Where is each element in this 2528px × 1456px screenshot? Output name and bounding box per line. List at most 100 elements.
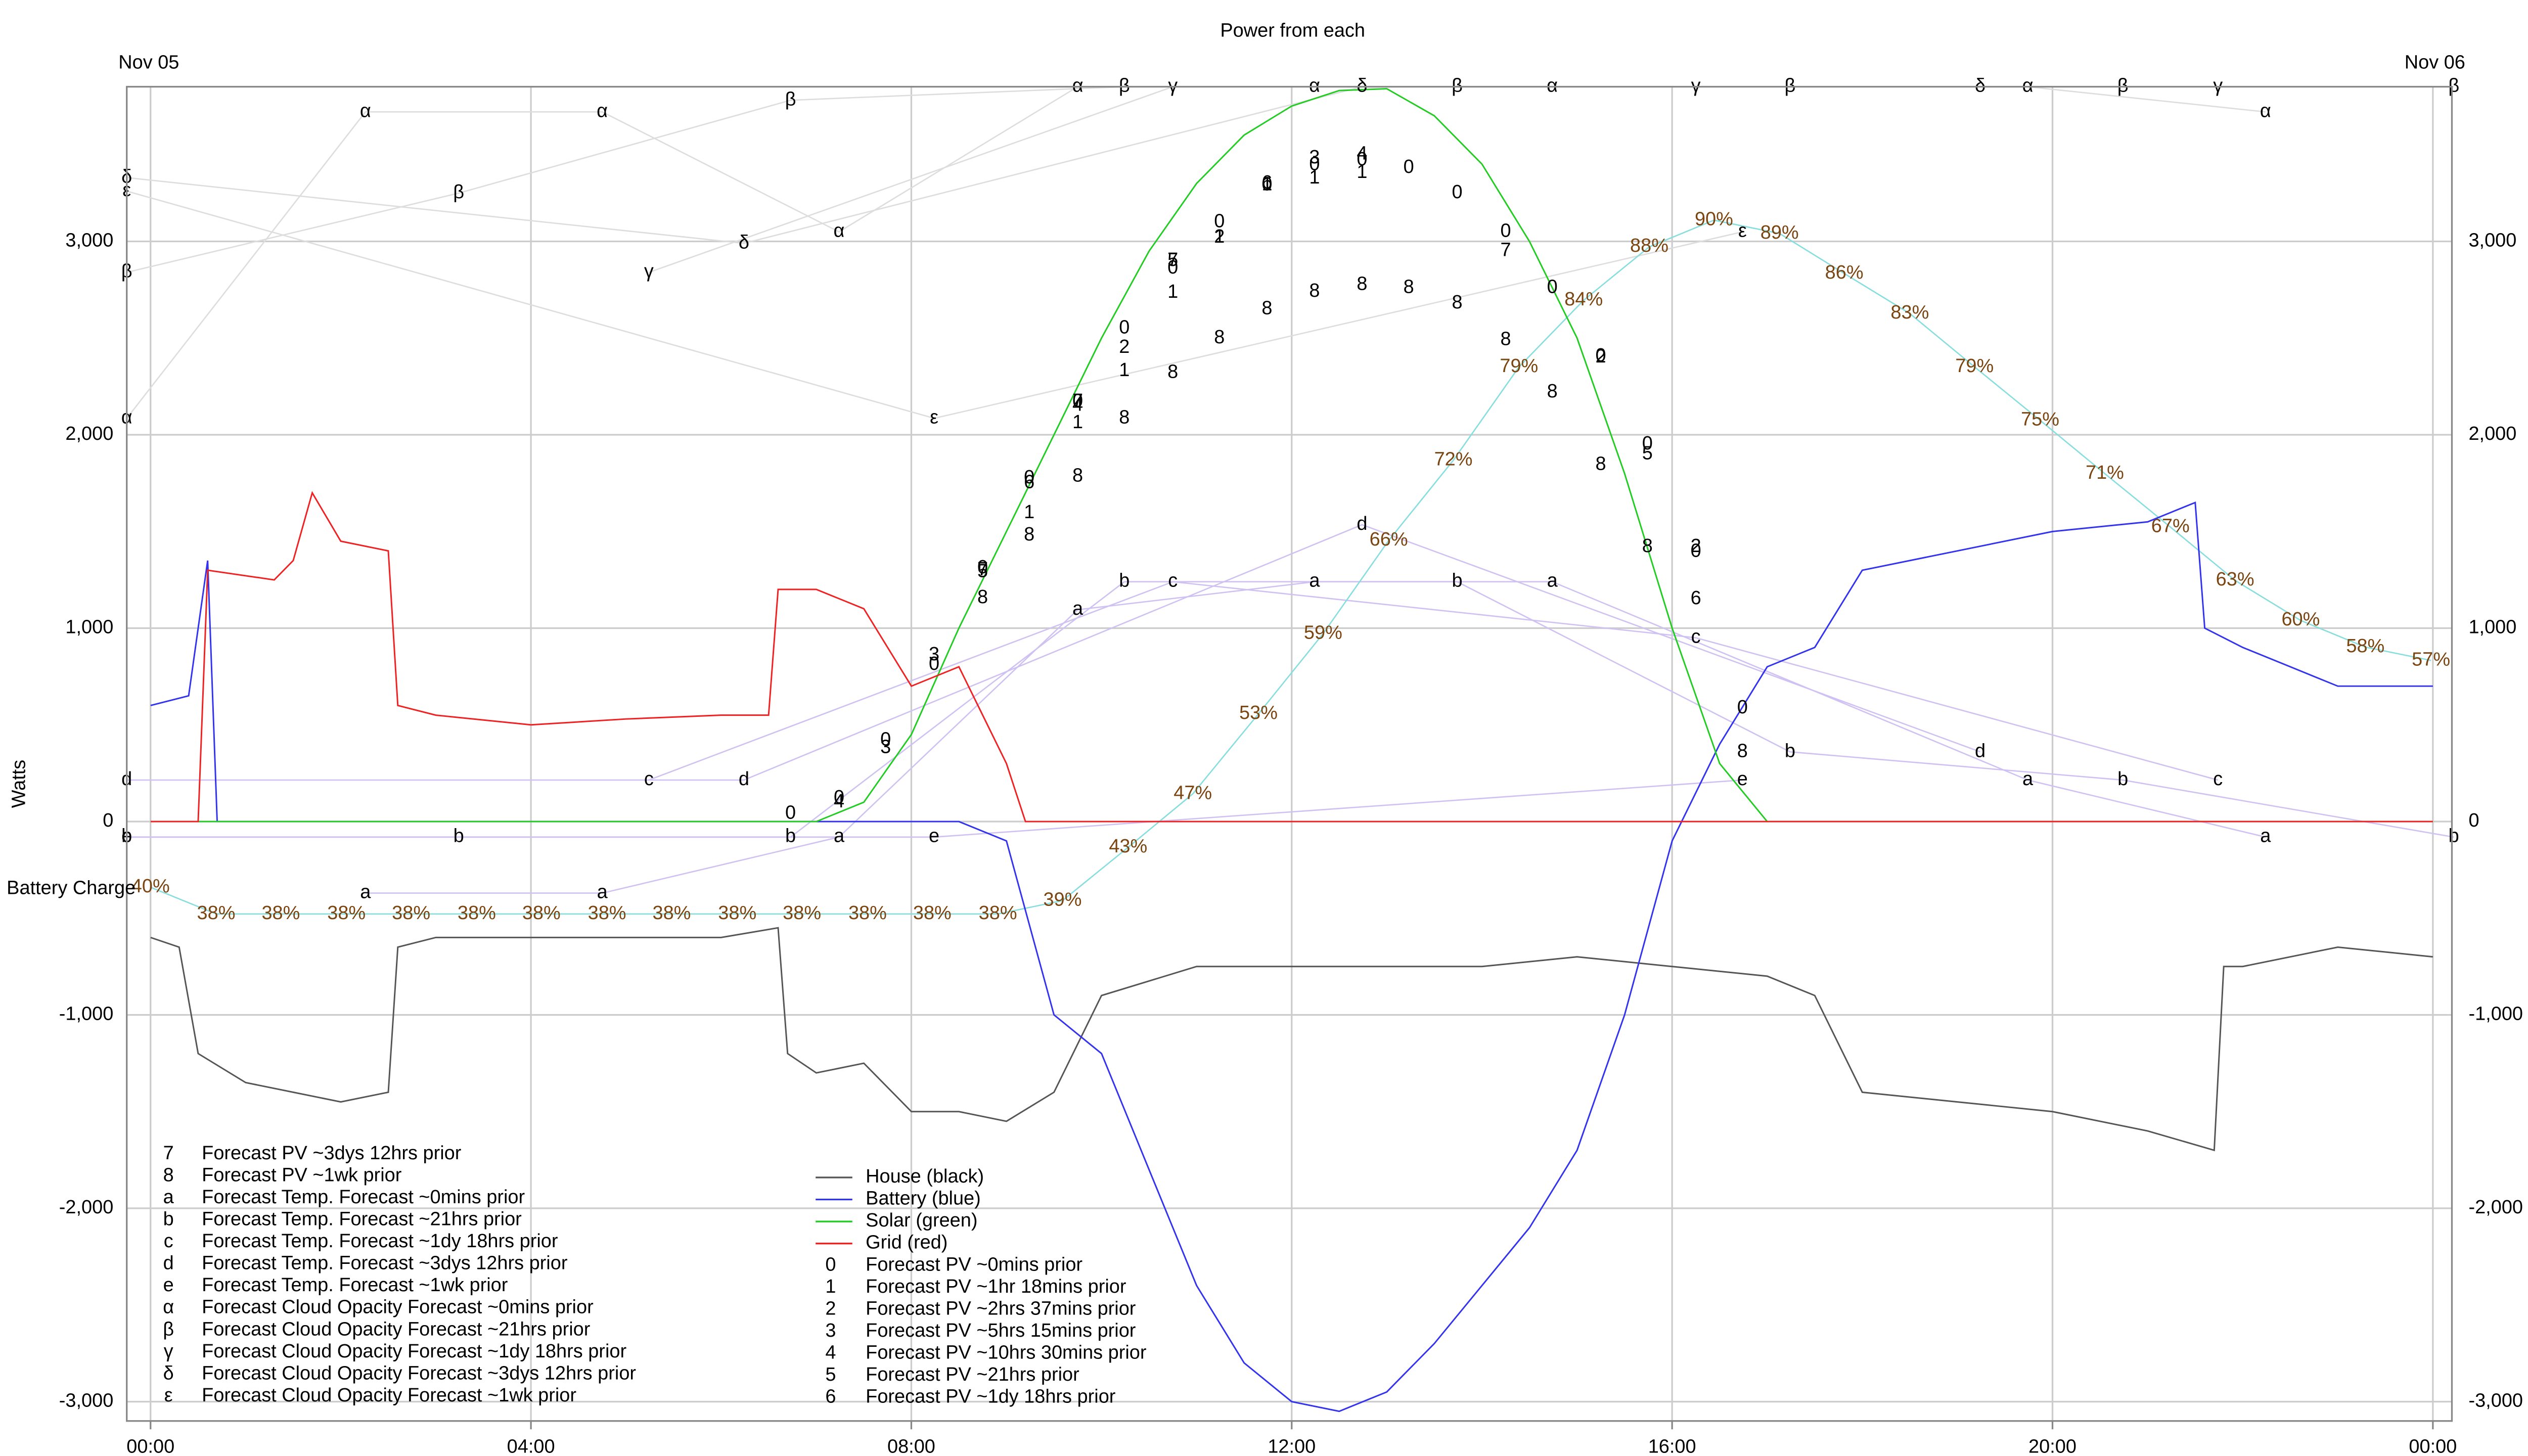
- forecast-marker: 4: [1357, 143, 1367, 164]
- y-tick-label: 0: [103, 810, 113, 831]
- legend-label: Forecast PV ~1dy 18hrs prior: [866, 1386, 1115, 1407]
- charge-label: 60%: [2281, 609, 2320, 630]
- forecast-marker: c: [2213, 768, 2223, 790]
- y-axis-label: Watts: [9, 760, 30, 808]
- forecast-marker: β: [2448, 75, 2459, 97]
- x-tick-label: 08:00: [887, 1436, 935, 1456]
- charge-label: 79%: [1500, 355, 1538, 377]
- forecast-marker: 2: [1119, 336, 1130, 357]
- forecast-marker: 8: [1309, 280, 1320, 301]
- legend-label: Forecast Temp. Forecast ~3dys 12hrs prio…: [202, 1253, 567, 1274]
- forecast-marker: a: [2022, 768, 2034, 790]
- legend-symbol: a: [163, 1187, 174, 1208]
- forecast-marker: α: [2022, 75, 2034, 97]
- forecast-marker: e: [929, 826, 939, 847]
- y-tick-label: -2,000: [2468, 1197, 2523, 1218]
- legend-symbol: α: [163, 1297, 174, 1318]
- forecast-marker: 8: [1737, 740, 1748, 761]
- legend-label: Forecast PV ~3dys 12hrs prior: [202, 1143, 461, 1164]
- forecast-marker: 0: [1357, 149, 1367, 170]
- y-tick-label: 2,000: [65, 423, 113, 444]
- legend-symbol: b: [163, 1209, 174, 1230]
- charge-label: 38%: [392, 902, 430, 924]
- legend-label: Grid (red): [866, 1232, 947, 1253]
- forecast-marker: 8: [977, 586, 988, 608]
- charge-label: 43%: [1109, 836, 1147, 857]
- legend-label: Forecast Temp. Forecast ~1dy 18hrs prior: [202, 1231, 558, 1252]
- forecast-line: [126, 779, 1743, 838]
- charge-label: 38%: [522, 902, 561, 924]
- forecast-marker: 8: [1357, 274, 1367, 295]
- y-tick-label: -3,000: [2468, 1390, 2523, 1411]
- forecast-marker: 1: [1024, 502, 1034, 523]
- forecast-marker: b: [1452, 570, 1463, 592]
- forecast-marker: 8: [1642, 535, 1653, 557]
- forecast-marker: b: [1785, 740, 1795, 761]
- legend-label: Forecast PV ~2hrs 37mins prior: [866, 1298, 1136, 1319]
- forecast-marker: 5: [1167, 249, 1178, 270]
- x-tick-label: 20:00: [2028, 1436, 2076, 1456]
- legend-symbol: 4: [825, 1342, 836, 1363]
- x-tick-label: 00:00: [2409, 1436, 2457, 1456]
- legend-symbol: β: [163, 1318, 174, 1340]
- forecast-marker: 0: [1167, 257, 1178, 278]
- date-label: Nov 05: [118, 52, 179, 73]
- forecast-marker: a: [597, 882, 608, 903]
- series-line: [150, 88, 2433, 823]
- y-tick-label: 0: [2468, 810, 2479, 831]
- forecast-marker: b: [2449, 826, 2459, 847]
- x-tick-label: 04:00: [507, 1436, 555, 1456]
- forecast-marker: b: [1119, 570, 1130, 592]
- charge-label: 38%: [783, 902, 821, 924]
- forecast-marker: 3: [929, 644, 939, 665]
- legend-symbol: 0: [825, 1254, 836, 1275]
- x-tick-label: 16:00: [1648, 1436, 1696, 1456]
- legend-label: Forecast Temp. Forecast ~0mins prior: [202, 1187, 525, 1208]
- legend-label: Forecast Cloud Opacity Forecast ~3dys 12…: [202, 1362, 636, 1384]
- forecast-marker: 3: [1309, 147, 1320, 168]
- y-tick-label: 3,000: [2468, 230, 2516, 251]
- forecast-marker: b: [785, 826, 796, 847]
- charge-label: 38%: [848, 902, 887, 924]
- forecast-marker: 0: [834, 787, 844, 808]
- charge-label: 38%: [197, 902, 236, 924]
- charge-line: [150, 219, 2431, 915]
- forecast-marker: 0: [1072, 390, 1083, 412]
- charge-label: 47%: [1173, 782, 1212, 803]
- charge-label: 58%: [2346, 635, 2384, 657]
- forecast-marker: 0: [929, 653, 939, 674]
- forecast-marker: α: [2260, 100, 2271, 121]
- legend: 7 Forecast PV ~3dys 12hrs prior 8 Forecast …: [163, 1143, 1146, 1407]
- forecast-marker: 0: [1452, 181, 1463, 203]
- legend-symbol: 6: [825, 1386, 836, 1407]
- forecast-marker: 8: [1024, 524, 1034, 545]
- legend-symbol: 5: [825, 1364, 836, 1385]
- forecast-marker: a: [360, 882, 371, 903]
- forecast-marker: 0: [1642, 433, 1653, 454]
- charge-label: 38%: [653, 902, 691, 924]
- charge-label: 67%: [2151, 515, 2190, 536]
- charge-label: 40%: [131, 876, 170, 897]
- legend-symbol: c: [164, 1231, 173, 1252]
- legend-label: Forecast PV ~1hr 18mins prior: [866, 1276, 1126, 1297]
- forecast-marker: 0: [977, 557, 988, 578]
- plot-frame: [126, 85, 2453, 1422]
- legend-label: Forecast Temp. Forecast ~21hrs prior: [202, 1209, 522, 1230]
- charge-label: 72%: [1434, 449, 1473, 470]
- forecast-marker: δ: [739, 232, 749, 253]
- legend-label: Forecast PV ~1wk prior: [202, 1164, 401, 1186]
- forecast-marker: d: [739, 768, 749, 790]
- date-label: Nov 06: [2405, 52, 2465, 73]
- y-tick-label: 2,000: [2468, 423, 2516, 444]
- forecast-marker: a: [834, 826, 845, 847]
- forecast-marker: α: [360, 100, 371, 121]
- forecast-marker: γ: [1691, 75, 1701, 97]
- plot-area: 40% 38% 38% 38% 38% 38% 38% 38% 38% 38% 38% 38% 38% 3…: [121, 75, 2459, 1413]
- forecast-marker: 8: [1547, 381, 1558, 402]
- forecast-marker: 1: [1357, 161, 1367, 183]
- charge-label: 38%: [979, 902, 1017, 924]
- y2-axis-label: Battery Charge: [7, 877, 136, 898]
